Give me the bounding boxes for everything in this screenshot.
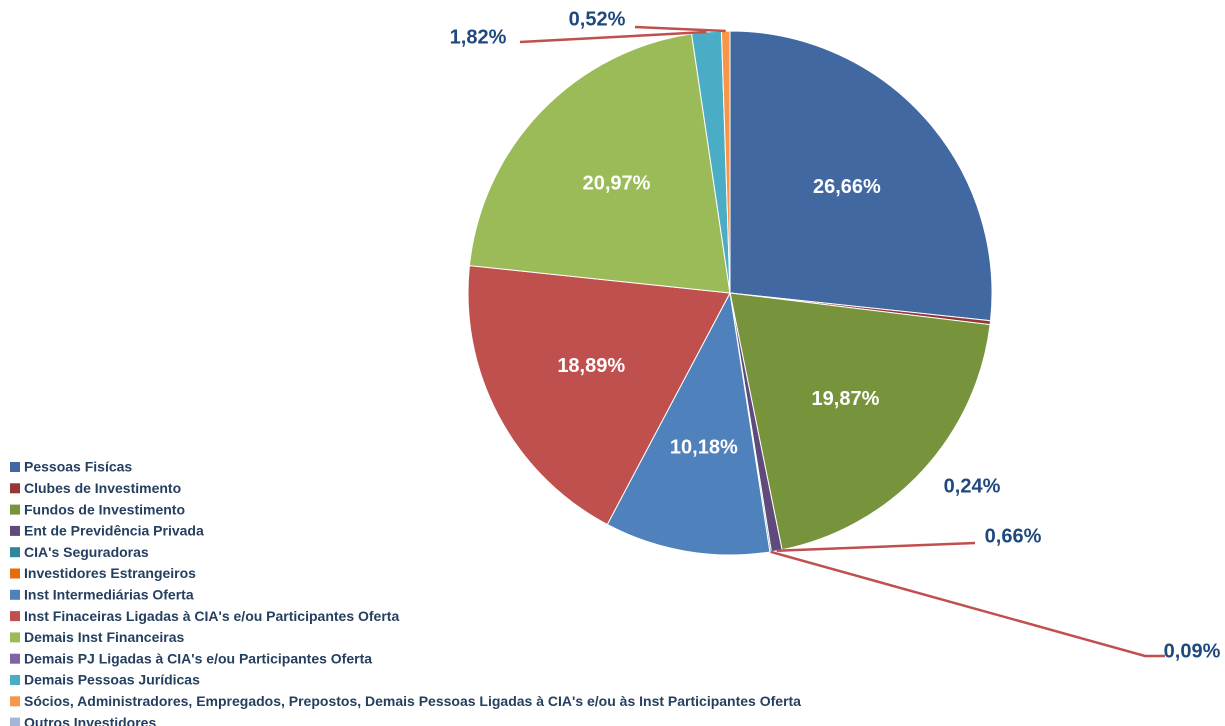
pie-slice xyxy=(467,265,731,526)
legend-label: Demais Inst Financeiras xyxy=(24,629,185,645)
leader-line xyxy=(519,30,707,44)
legend-swatch xyxy=(10,483,20,494)
pie-slice xyxy=(729,292,991,551)
legend-swatch xyxy=(10,568,20,579)
data-label: 0,52% xyxy=(569,8,626,30)
pie-slice xyxy=(606,291,771,556)
legend-swatch xyxy=(10,525,20,536)
legend-swatch xyxy=(10,696,20,707)
legend-swatch xyxy=(10,717,20,726)
legend-swatch xyxy=(10,547,20,558)
pie-slice xyxy=(729,30,993,322)
legend-label: Pessoas Fisícas xyxy=(24,459,132,475)
legend-label: Clubes de Investimento xyxy=(24,480,181,496)
legend-label: Fundos de Investimento xyxy=(24,501,185,517)
leader-line xyxy=(634,25,726,33)
data-label: 26,66% xyxy=(813,176,881,198)
pie-slice xyxy=(468,33,731,294)
legend-label: CIA's Seguradoras xyxy=(24,544,149,560)
data-label: 0,66% xyxy=(985,525,1042,547)
leader-line xyxy=(776,541,976,553)
legend-swatch xyxy=(10,653,20,664)
data-label: 18,89% xyxy=(557,355,625,377)
data-label: 10,18% xyxy=(670,436,738,458)
legend-label: Inst Finaceiras Ligadas à CIA's e/ou Par… xyxy=(24,608,399,624)
legend-label: Outros Investidores xyxy=(24,714,156,726)
data-label: 20,97% xyxy=(583,173,651,195)
legend-swatch xyxy=(10,504,20,515)
legend-label: Ent de Previdência Privada xyxy=(24,523,204,539)
legend-label: Demais PJ Ligadas à CIA's e/ou Participa… xyxy=(24,650,372,666)
legend-swatch xyxy=(10,611,20,622)
data-label: 0,09% xyxy=(1164,640,1221,662)
data-label: 1,82% xyxy=(450,26,507,48)
legend-swatch xyxy=(10,632,20,643)
data-label: 19,87% xyxy=(812,388,880,410)
legend-label: Demais Pessoas Jurídicas xyxy=(24,672,200,688)
legend-swatch xyxy=(10,462,20,472)
leader-line xyxy=(770,550,1165,658)
data-label: 0,24% xyxy=(944,475,1001,497)
legend-label: Investidores Estrangeiros xyxy=(24,565,196,581)
legend-label: Inst Intermediárias Oferta xyxy=(24,587,194,603)
legend-swatch xyxy=(10,589,20,600)
legend-label: Sócios, Administradores, Empregados, Pre… xyxy=(24,693,801,709)
legend-swatch xyxy=(10,675,20,685)
